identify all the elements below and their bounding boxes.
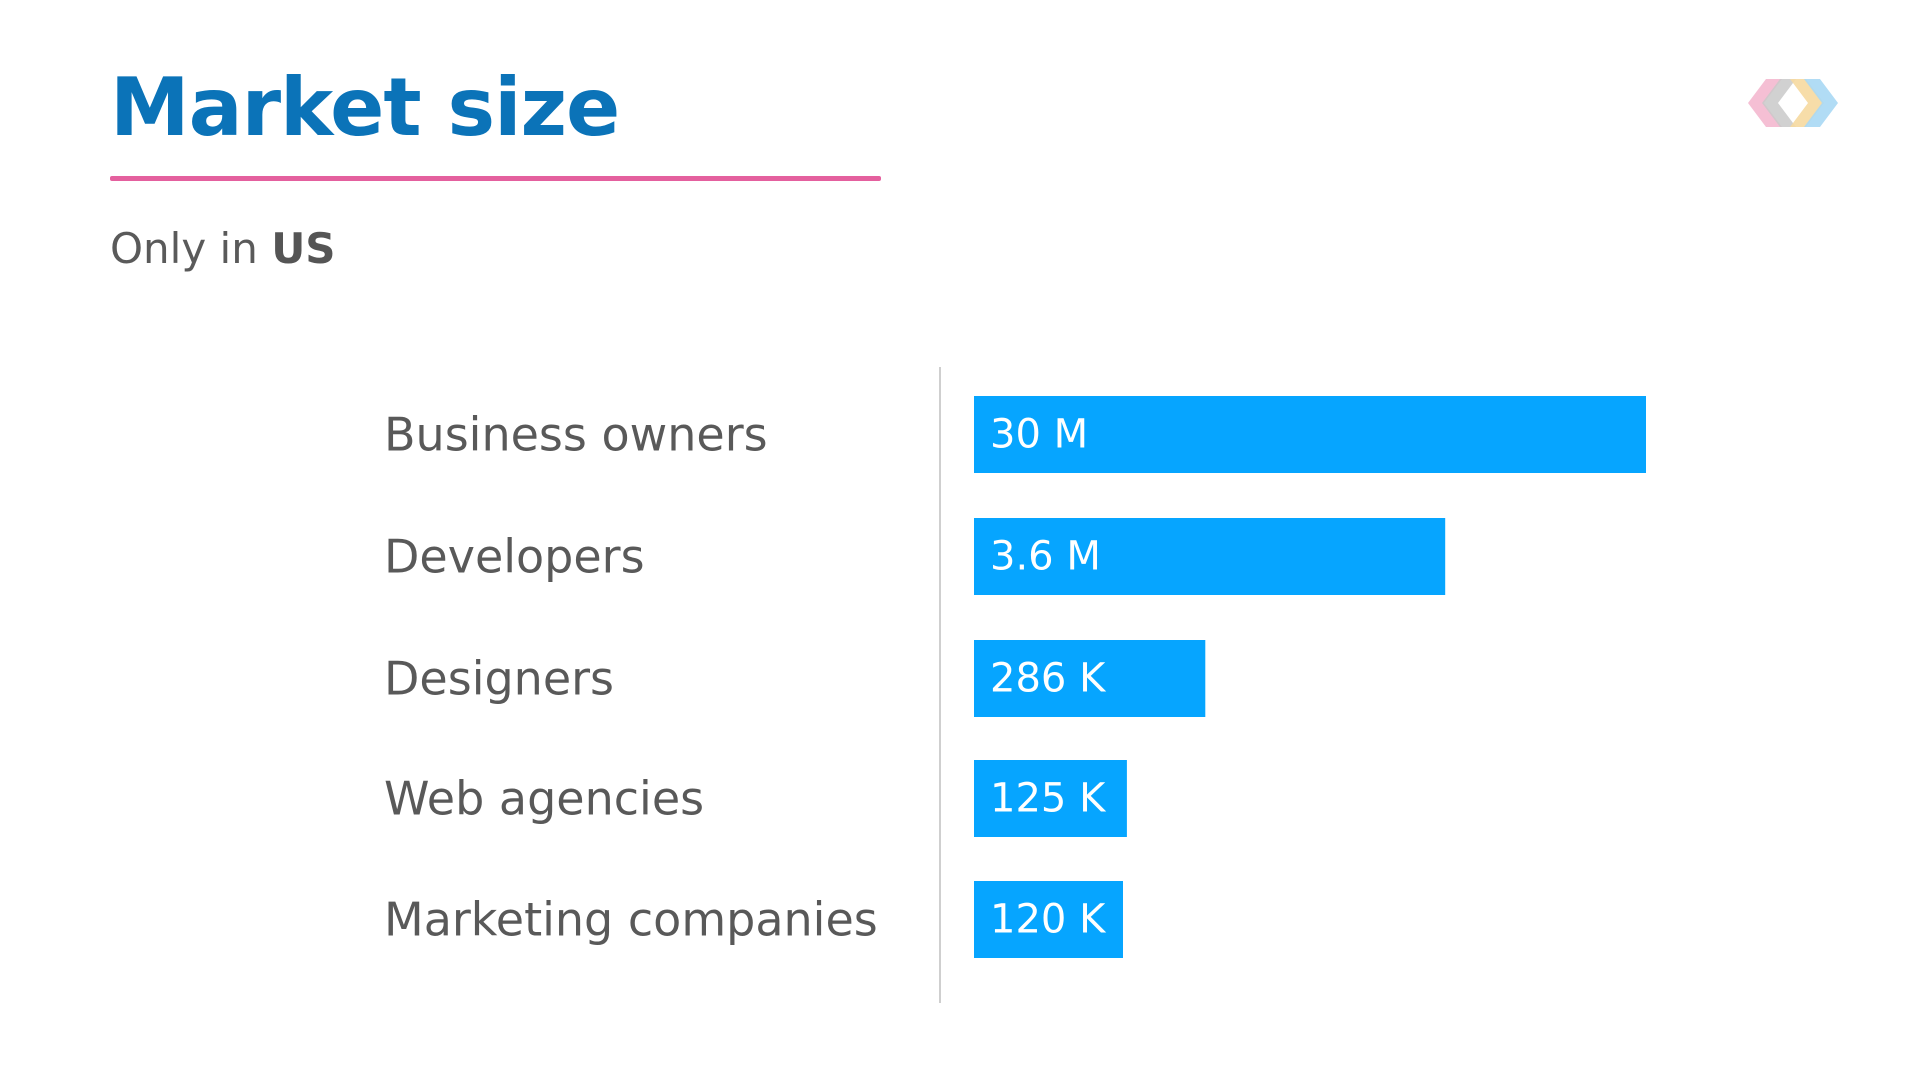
bar-0: [974, 396, 1646, 473]
bar-1: [974, 518, 1446, 595]
slide-title: Market size: [110, 61, 620, 154]
category-label: Business owners: [384, 408, 768, 462]
value-label: 30 M: [990, 412, 1088, 458]
slide-subtitle: Only in US: [110, 222, 336, 276]
diamond-chevrons-logo-icon: [1748, 79, 1838, 127]
bar-3: [974, 760, 1127, 837]
bar-4: [974, 881, 1123, 958]
value-label: 120 K: [990, 897, 1107, 943]
value-label: 125 K: [990, 776, 1107, 822]
category-label: Marketing companies: [384, 893, 878, 947]
bar-2: [974, 640, 1206, 717]
category-label: Developers: [384, 530, 645, 584]
value-label: 286 K: [990, 656, 1107, 702]
category-label: Designers: [384, 652, 614, 706]
category-label: Web agencies: [384, 772, 704, 826]
title-underline: [110, 176, 881, 181]
value-label: 3.6 M: [990, 534, 1101, 580]
subtitle-prefix: Only in: [110, 224, 258, 273]
subtitle-emphasis: US: [271, 224, 336, 273]
